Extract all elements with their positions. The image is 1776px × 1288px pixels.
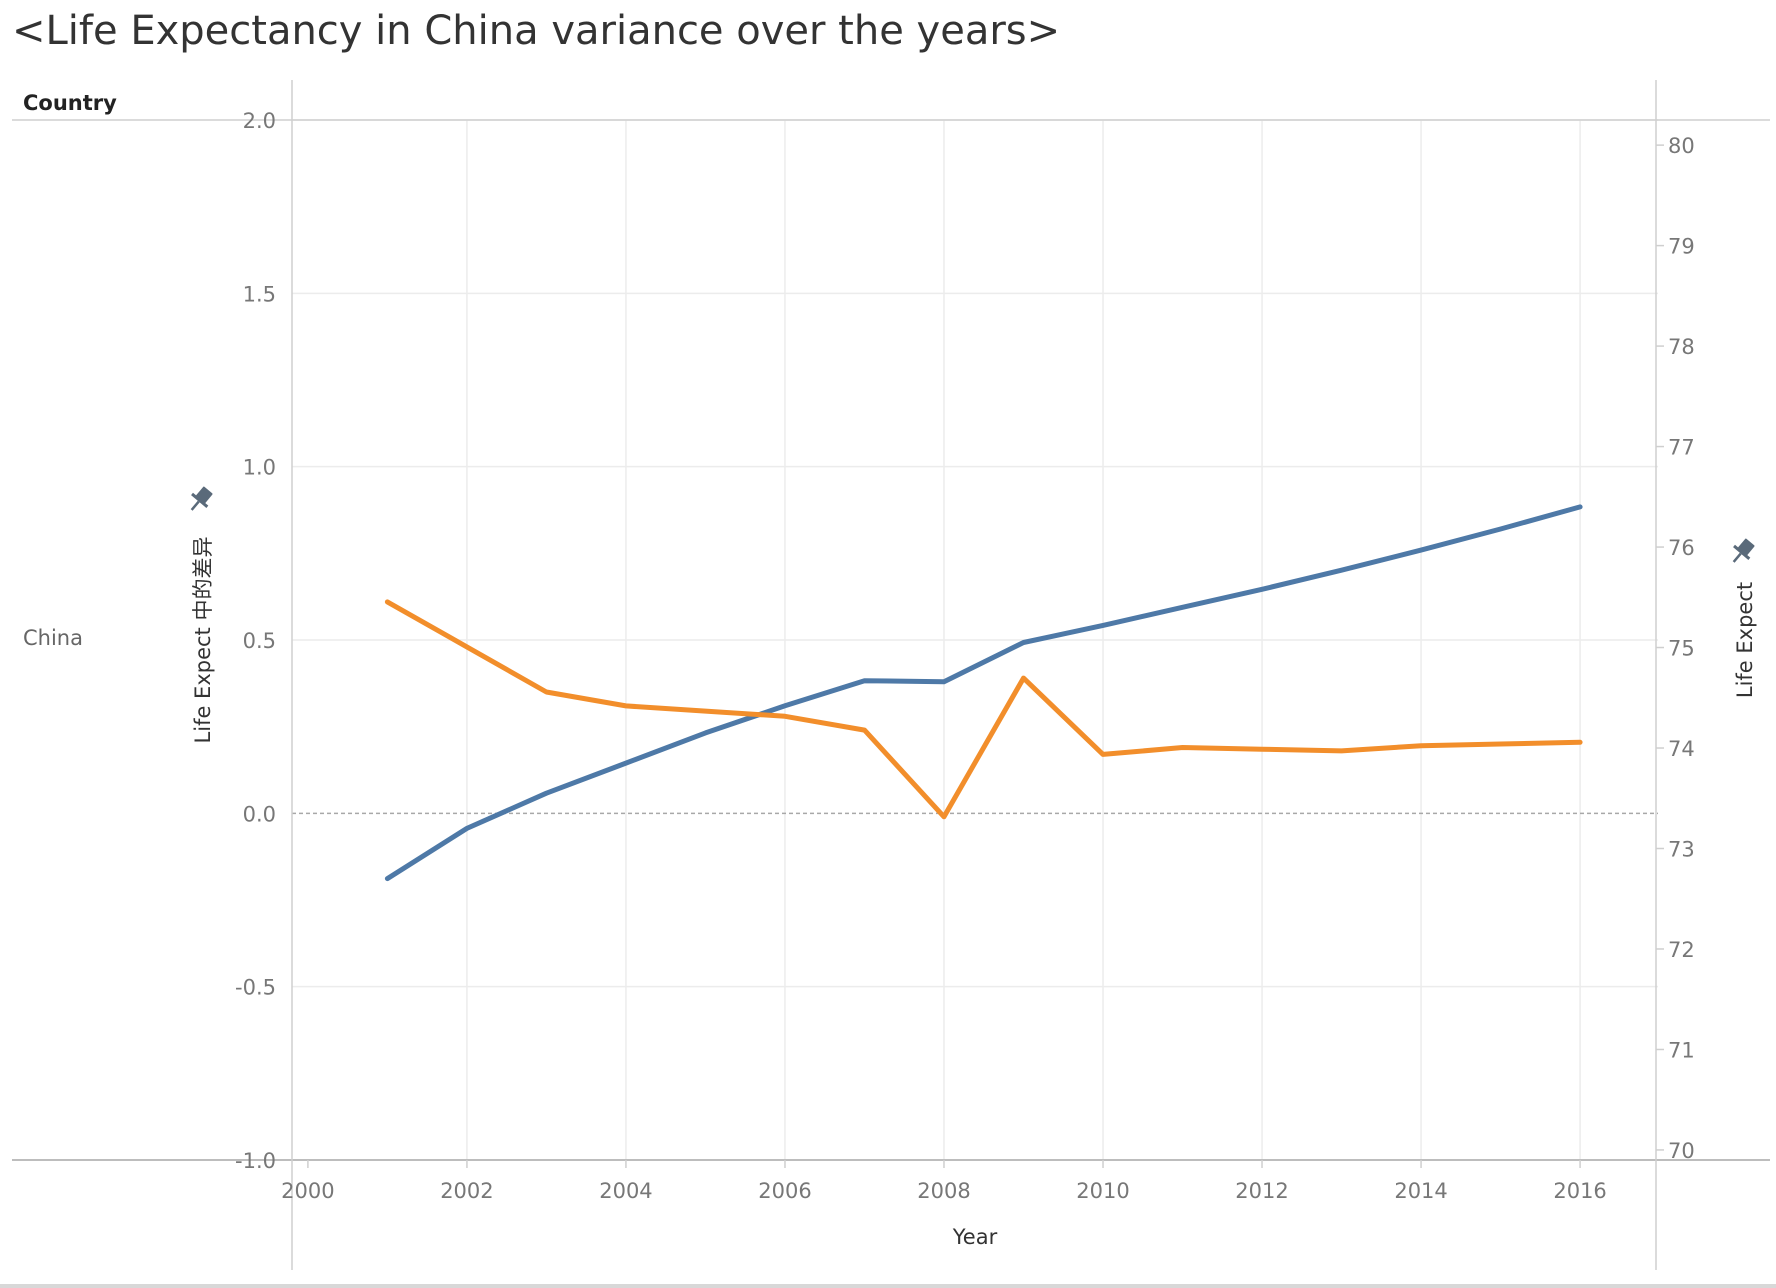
y-left-tick-label: -1.0 <box>235 1149 276 1173</box>
y-left-tick-label: 1.0 <box>243 456 276 480</box>
pin-icon[interactable] <box>1726 536 1758 569</box>
right-axis: 80 79 78 77 76 75 74 73 72 71 70 <box>1656 134 1695 1163</box>
y-right-tick-label: 70 <box>1668 1139 1695 1163</box>
series-line-0[interactable] <box>384 504 1583 882</box>
x-axis-title: Year <box>952 1225 998 1249</box>
gridlines <box>292 119 1658 1161</box>
y-right-tick-label: 78 <box>1668 335 1695 359</box>
y-right-tick-label: 73 <box>1668 838 1695 862</box>
right-axis-title: Life Expect <box>1733 582 1757 698</box>
left-axis: 2.0 1.5 1.0 0.5 0.0 -0.5 -1.0 <box>235 109 276 1173</box>
row-label-china: China <box>23 626 83 650</box>
y-left-tick-label: 0.5 <box>243 629 276 653</box>
y-left-tick-label: -0.5 <box>235 976 276 1000</box>
x-tick-label: 2012 <box>1235 1179 1288 1203</box>
y-right-tick-label: 80 <box>1668 134 1695 158</box>
y-right-tick-label: 77 <box>1668 436 1695 460</box>
x-tick-label: 2016 <box>1553 1179 1606 1203</box>
y-right-tick-label: 74 <box>1668 737 1695 761</box>
y-right-tick-label: 71 <box>1668 1038 1695 1062</box>
y-right-tick-label: 79 <box>1668 235 1695 259</box>
y-left-tick-label: 2.0 <box>243 109 276 133</box>
left-axis-title: Life Expect 中的差异 <box>191 537 215 744</box>
x-tick-label: 2002 <box>440 1179 493 1203</box>
x-tick-label: 2000 <box>281 1179 334 1203</box>
chart-frame <box>0 80 1776 1288</box>
header-row: Country <box>23 91 117 115</box>
x-tick-label: 2006 <box>758 1179 811 1203</box>
x-tick-label: 2004 <box>599 1179 652 1203</box>
y-left-tick-label: 0.0 <box>243 802 276 826</box>
page-title: <Life Expectancy in China variance over … <box>12 8 1061 54</box>
series-lines <box>384 504 1583 882</box>
x-axis: 2000 2002 2004 2006 2008 2010 2012 2014 2016 <box>281 1160 1607 1203</box>
x-tick-label: 2010 <box>1076 1179 1129 1203</box>
y-right-tick-label: 76 <box>1668 536 1695 560</box>
y-right-tick-label: 75 <box>1668 637 1695 661</box>
y-right-tick-label: 72 <box>1668 938 1695 962</box>
pin-icon[interactable] <box>184 484 216 517</box>
x-tick-label: 2014 <box>1394 1179 1447 1203</box>
x-tick-label: 2008 <box>917 1179 970 1203</box>
column-header-country: Country <box>23 91 117 115</box>
y-left-tick-label: 1.5 <box>243 282 276 306</box>
series-line-1[interactable] <box>384 599 1583 820</box>
